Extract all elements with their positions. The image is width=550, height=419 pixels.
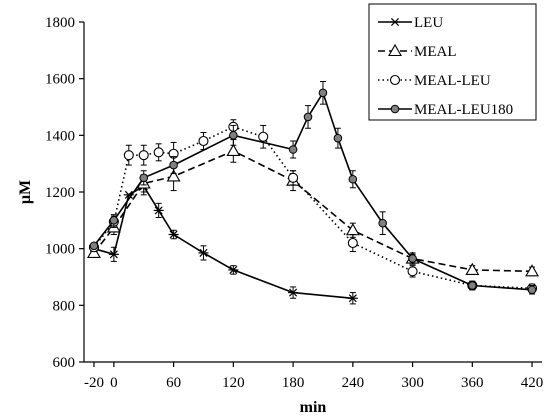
y-tick-label: 1600: [45, 72, 75, 88]
x-tick-label: 300: [401, 375, 424, 391]
data-point: [109, 250, 118, 259]
data-point: [229, 265, 238, 274]
x-tick-label: 360: [461, 375, 484, 391]
data-point: [348, 174, 358, 184]
y-tick-label: 1000: [45, 242, 75, 258]
data-point: [318, 88, 328, 98]
x-axis-ticks: -20 0 60 120 180 240 300 360 420: [84, 362, 543, 391]
data-point: [109, 216, 119, 225]
data-point: [154, 206, 163, 215]
series-line: [93, 92, 533, 291]
data-point: [139, 173, 149, 183]
series-line: [93, 150, 533, 273]
x-tick-label: 120: [222, 375, 245, 391]
x-axis-title: min: [300, 399, 327, 416]
legend-label: MEAL: [414, 44, 457, 60]
data-point: [138, 150, 149, 161]
legend-label: MEAL-LEU: [414, 73, 491, 89]
data-point: [169, 160, 178, 170]
legend-marker: [388, 43, 402, 57]
data-point: [226, 143, 241, 156]
legend-marker: [390, 17, 400, 27]
data-point: [229, 131, 238, 140]
data-point: [348, 294, 357, 303]
data-point: [124, 190, 133, 199]
data-point: [465, 262, 480, 275]
x-tick-label: 60: [166, 375, 181, 391]
series-meal-leu180: [89, 81, 537, 295]
x-tick-label: 0: [110, 375, 118, 391]
y-tick-label: 1800: [45, 15, 75, 31]
data-point: [258, 131, 269, 142]
data-point: [347, 237, 358, 249]
data-point: [288, 172, 299, 183]
legend: LEU MEAL MEAL-LEU MEAL-LEU180: [368, 3, 537, 121]
data-point: [525, 264, 539, 277]
data-point: [123, 150, 134, 161]
y-axis-ticks: 600 800 1000 1200 1400 1600 1800: [45, 15, 84, 371]
legend-label: MEAL-LEU180: [414, 102, 513, 118]
y-tick-label: 1400: [45, 128, 75, 144]
data-point: [288, 145, 298, 154]
legend-marker: [389, 74, 401, 86]
y-tick-label: 600: [53, 355, 76, 371]
legend-marker: [390, 104, 400, 114]
x-tick-label: 420: [521, 375, 544, 391]
data-point: [408, 254, 417, 263]
data-point: [198, 135, 209, 147]
series-layer: [87, 81, 539, 305]
y-tick-label: 800: [53, 298, 76, 314]
data-point: [378, 218, 387, 228]
data-point: [407, 266, 418, 277]
data-point: [153, 147, 164, 158]
data-point: [527, 285, 537, 295]
y-axis-title: µM: [17, 180, 34, 204]
x-tick-label: 180: [282, 375, 305, 391]
data-point: [166, 169, 181, 182]
data-point: [289, 288, 298, 297]
data-point: [199, 248, 208, 257]
x-tick-label: -20: [84, 375, 104, 391]
data-point: [169, 230, 178, 239]
data-point: [89, 241, 99, 251]
legend-label: LEU: [414, 15, 443, 31]
x-tick-label: 240: [342, 375, 365, 391]
data-point: [468, 281, 477, 290]
series-line: [93, 185, 353, 300]
y-tick-label: 1200: [45, 185, 75, 201]
data-point: [303, 112, 313, 122]
data-point: [333, 133, 343, 143]
series-line: [93, 126, 533, 290]
series-leu: [88, 177, 358, 305]
